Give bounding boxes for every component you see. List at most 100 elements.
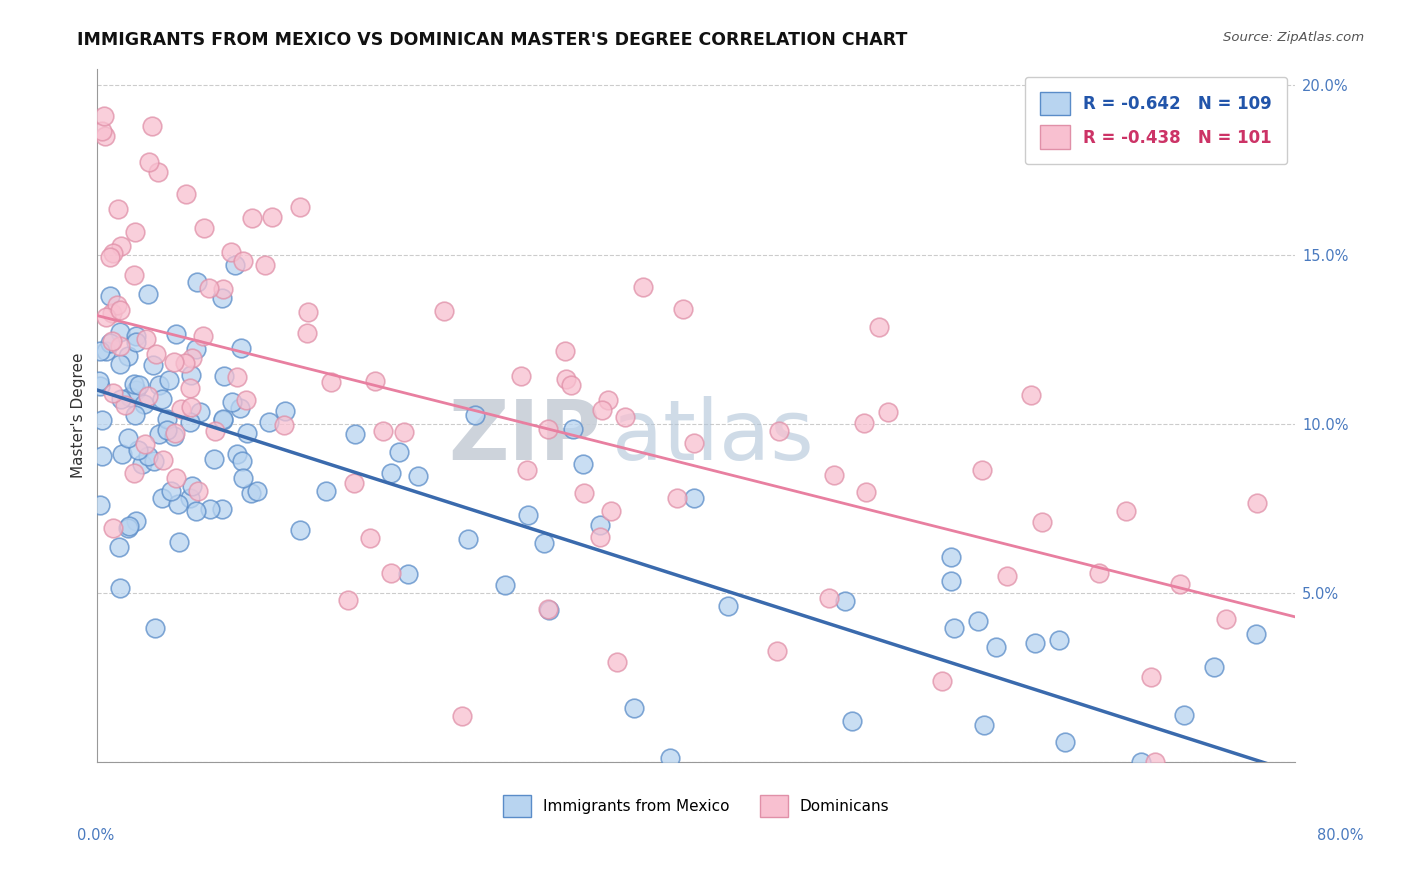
Point	[211, 291, 233, 305]
Point	[246, 483, 269, 498]
Point	[510, 368, 533, 383]
Point	[179, 382, 201, 396]
Point	[623, 701, 645, 715]
Point	[166, 471, 188, 485]
Point	[834, 594, 856, 608]
Point	[174, 356, 197, 370]
Point	[125, 514, 148, 528]
Point	[89, 374, 111, 388]
Point	[128, 378, 150, 392]
Point	[1115, 504, 1137, 518]
Point	[193, 220, 215, 235]
Point	[143, 621, 166, 635]
Point	[91, 124, 114, 138]
Point	[560, 377, 582, 392]
Point	[1173, 707, 1195, 722]
Point	[186, 342, 208, 356]
Point	[143, 454, 166, 468]
Point	[240, 486, 263, 500]
Point	[125, 384, 148, 398]
Point	[148, 427, 170, 442]
Point	[572, 485, 595, 500]
Point	[494, 578, 516, 592]
Point	[1053, 735, 1076, 749]
Point	[180, 368, 202, 382]
Point	[1031, 515, 1053, 529]
Point	[89, 344, 111, 359]
Point	[571, 457, 593, 471]
Point	[108, 357, 131, 371]
Point	[211, 502, 233, 516]
Point	[343, 426, 366, 441]
Point	[288, 523, 311, 537]
Point	[125, 328, 148, 343]
Point	[124, 225, 146, 239]
Point	[533, 536, 555, 550]
Point	[392, 425, 415, 440]
Point	[181, 351, 204, 365]
Point	[588, 530, 610, 544]
Point	[101, 334, 124, 348]
Point	[659, 751, 682, 765]
Point	[127, 442, 149, 457]
Point	[768, 424, 790, 438]
Point	[591, 403, 613, 417]
Point	[606, 655, 628, 669]
Point	[537, 422, 560, 436]
Point	[211, 282, 233, 296]
Point	[101, 385, 124, 400]
Point	[110, 239, 132, 253]
Point	[111, 447, 134, 461]
Point	[683, 436, 706, 450]
Point	[101, 306, 124, 320]
Point	[765, 644, 787, 658]
Text: 80.0%: 80.0%	[1317, 828, 1364, 843]
Point	[589, 518, 612, 533]
Point	[98, 336, 121, 351]
Point	[1246, 496, 1268, 510]
Point	[599, 504, 621, 518]
Point	[165, 326, 187, 341]
Point	[163, 355, 186, 369]
Point	[943, 621, 966, 635]
Point	[1168, 577, 1191, 591]
Point	[319, 375, 342, 389]
Point	[117, 519, 139, 533]
Point	[93, 109, 115, 123]
Point	[373, 424, 395, 438]
Point	[274, 404, 297, 418]
Point	[941, 550, 963, 565]
Point	[186, 275, 208, 289]
Point	[152, 453, 174, 467]
Point	[141, 120, 163, 134]
Point	[91, 413, 114, 427]
Point	[108, 540, 131, 554]
Point	[240, 211, 263, 225]
Point	[187, 484, 209, 499]
Point	[117, 521, 139, 535]
Point	[1215, 612, 1237, 626]
Point	[229, 341, 252, 355]
Point	[122, 466, 145, 480]
Point	[122, 376, 145, 391]
Point	[229, 401, 252, 416]
Point	[297, 305, 319, 319]
Point	[464, 408, 486, 422]
Point	[179, 415, 201, 429]
Point	[226, 370, 249, 384]
Point	[114, 398, 136, 412]
Point	[876, 404, 898, 418]
Point	[198, 281, 221, 295]
Point	[211, 413, 233, 427]
Point	[855, 485, 877, 500]
Point	[159, 483, 181, 498]
Point	[94, 343, 117, 358]
Point	[315, 484, 337, 499]
Point	[212, 412, 235, 426]
Point	[204, 424, 226, 438]
Point	[120, 390, 142, 404]
Point	[555, 372, 578, 386]
Point	[666, 491, 689, 506]
Point	[179, 491, 201, 505]
Point	[852, 416, 875, 430]
